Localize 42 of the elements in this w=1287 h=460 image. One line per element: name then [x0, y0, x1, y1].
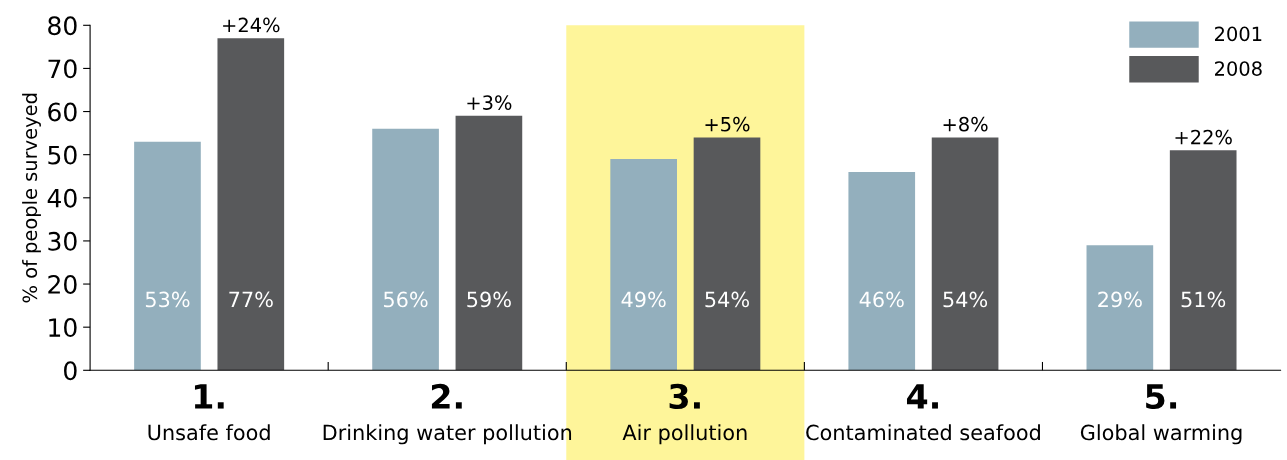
data-label: 46% — [859, 291, 904, 308]
legend-label: 2001 — [1215, 26, 1262, 42]
data-label: 54% — [705, 291, 749, 308]
annotation: +5% — [705, 116, 750, 132]
data-label: 54% — [943, 291, 988, 308]
bar — [455, 115, 523, 371]
bar — [1169, 150, 1237, 371]
bar — [848, 171, 916, 371]
y-tick-label: 0 — [64, 361, 77, 381]
y-tick-label: 70 — [48, 59, 77, 79]
bar — [693, 137, 761, 371]
x-tick-label: 3. Air pollution — [622, 383, 747, 445]
x-tick-label: 2. Drinking water pollution — [323, 383, 572, 445]
data-label: 77% — [229, 291, 273, 308]
data-label: 53% — [145, 291, 190, 308]
bar — [1086, 245, 1154, 371]
annotation: +3% — [467, 95, 512, 110]
data-label: 29% — [1098, 291, 1142, 308]
y-axis-title: % of people surveyed — [22, 93, 41, 303]
y-tick-label: 40 — [47, 188, 77, 208]
data-label: 49% — [621, 291, 666, 308]
annotation: +24% — [223, 17, 280, 33]
legend-label: 2008 — [1215, 61, 1262, 76]
data-label: 51% — [1181, 291, 1226, 308]
data-label: 56% — [384, 291, 428, 308]
annotation: +22% — [1175, 129, 1232, 145]
y-tick-label: 30 — [48, 231, 77, 251]
y-tick-label: 80 — [48, 16, 77, 36]
x-tick-label: 4. Contaminated seafood — [806, 384, 1040, 441]
y-tick-label: 10 — [49, 318, 77, 338]
data-label: 59% — [467, 291, 511, 308]
y-tick-label: 50 — [48, 145, 77, 165]
x-tick-label: 1. Unsafe food — [148, 384, 270, 441]
bar — [610, 158, 677, 371]
bar — [134, 141, 201, 371]
bar — [217, 38, 285, 371]
x-tick-label: 5. Global warming — [1080, 384, 1242, 445]
annotation: +8% — [943, 116, 988, 132]
y-tick-label: 20 — [48, 274, 77, 294]
bar — [372, 128, 439, 371]
y-tick-label: 60 — [48, 102, 77, 122]
bar — [931, 137, 999, 371]
